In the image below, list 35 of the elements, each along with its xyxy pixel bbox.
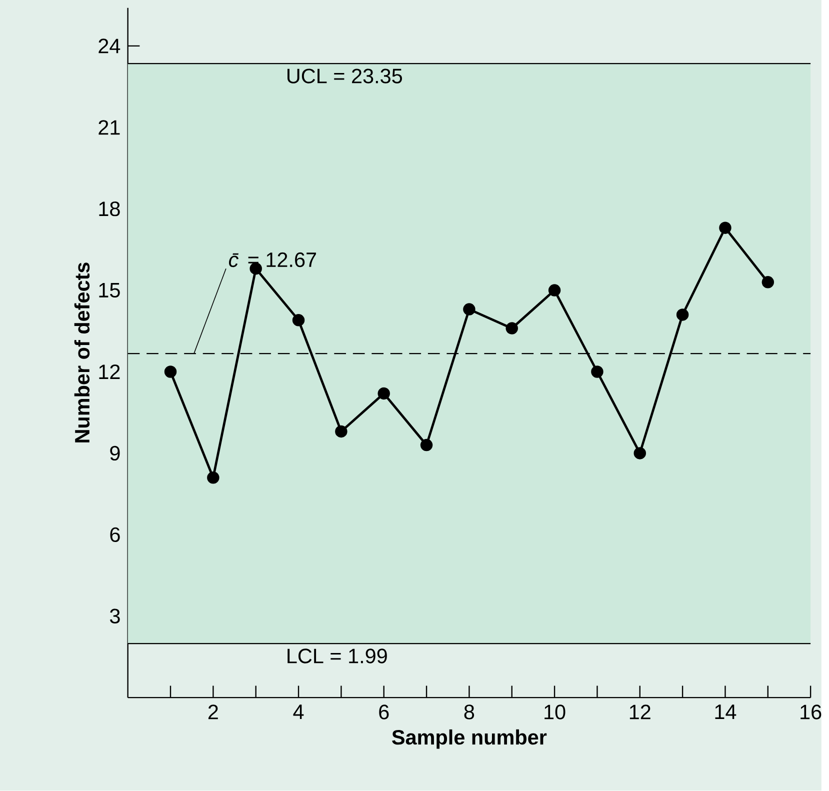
y-tick-label: 18 bbox=[99, 202, 120, 216]
point bbox=[548, 284, 561, 297]
x-tick-label: 10 bbox=[544, 704, 566, 720]
ref-line-label: UCL = 23.35 bbox=[288, 68, 402, 84]
y-axis-title: Number of defects bbox=[74, 262, 90, 442]
point bbox=[335, 426, 348, 438]
x-tick-label: 16 bbox=[800, 704, 822, 720]
point bbox=[676, 308, 689, 321]
y-tick-label: 15 bbox=[99, 283, 120, 298]
point bbox=[762, 276, 774, 288]
point bbox=[164, 366, 177, 378]
x-tick-label: 12 bbox=[630, 704, 650, 720]
y-tick-label: 12 bbox=[99, 364, 120, 380]
point bbox=[634, 447, 646, 460]
x-tick-label: 6 bbox=[379, 704, 389, 720]
point bbox=[378, 387, 390, 400]
y-tick-label: 24 bbox=[98, 38, 120, 54]
point bbox=[719, 222, 732, 234]
point bbox=[292, 314, 305, 326]
y-tick-label: 3 bbox=[110, 608, 120, 624]
x-axis-title: Sample number bbox=[392, 730, 547, 749]
y-tick-label: 6 bbox=[110, 527, 120, 542]
point bbox=[207, 472, 220, 484]
y-tick-label: 9 bbox=[110, 446, 120, 461]
point bbox=[420, 439, 433, 452]
point bbox=[506, 322, 518, 335]
x-tick-label: 4 bbox=[293, 704, 304, 720]
point bbox=[250, 262, 262, 275]
y-tick-label: 21 bbox=[98, 120, 120, 135]
point bbox=[463, 303, 476, 316]
ref-line-label: LCL = 1.99 bbox=[288, 648, 387, 664]
point bbox=[591, 366, 604, 378]
x-tick-label: 14 bbox=[715, 704, 736, 720]
x-tick-label: 8 bbox=[464, 704, 474, 720]
x-tick-label: 2 bbox=[208, 704, 218, 720]
